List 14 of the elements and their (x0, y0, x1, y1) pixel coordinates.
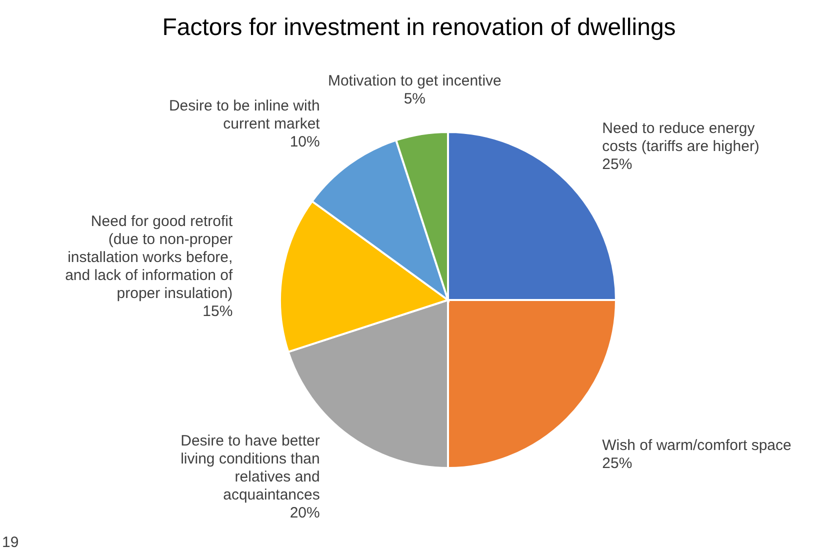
chart-title: Factors for investment in renovation of dwellings (162, 14, 676, 41)
slice-label: Desire to have better living conditions than relatives and acquaintances (180, 432, 320, 504)
data-label: 15% (202, 302, 233, 320)
data-label: 5% (404, 90, 426, 108)
slice-label: Motivation to get incentive (328, 72, 502, 90)
slice-label: Need for good retrofit (due to non-proper installation works before, and lack of information of proper insulation) (65, 212, 234, 302)
text: 19 (2, 534, 19, 551)
data-label: 25% (602, 455, 632, 472)
data-label: 10% (290, 134, 320, 151)
data-label: 20% (290, 504, 320, 522)
slice-label: Desire to be inline with current market (168, 98, 321, 133)
slice-label: Wish of warm/comfort space (602, 437, 792, 454)
slice-label: Need to reduce energy costs (tariffs are higher) (602, 120, 760, 155)
data-label: 25% (602, 156, 632, 173)
